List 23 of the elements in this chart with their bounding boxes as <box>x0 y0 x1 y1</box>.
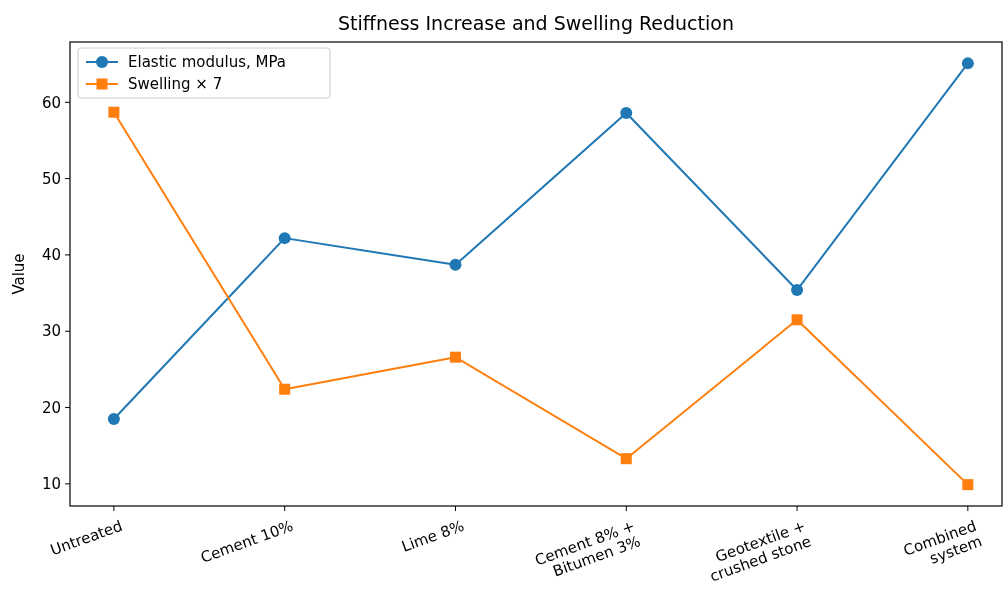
point <box>961 57 974 70</box>
legend-label: Swelling × 7 <box>128 75 223 94</box>
point <box>107 413 120 425</box>
y-tick-label: 60 <box>41 93 61 112</box>
point <box>791 284 804 297</box>
y-tick-label: 40 <box>41 246 61 265</box>
y-tick-label: 10 <box>41 475 61 494</box>
point <box>962 479 974 491</box>
point <box>278 232 291 245</box>
y-tick-label: 20 <box>41 398 61 417</box>
y-tick-label: 30 <box>41 322 61 341</box>
point <box>449 258 462 271</box>
point <box>279 383 291 395</box>
point <box>620 453 632 465</box>
chart-title: Stiffness Increase and Swelling Reduction <box>338 12 734 34</box>
legend-label: Elastic modulus, MPa <box>128 53 287 72</box>
y-tick-label: 50 <box>41 169 61 188</box>
x-tick-label: Lime 8% <box>399 516 467 556</box>
point <box>620 106 633 119</box>
point <box>108 106 120 118</box>
y-axis-title: Value <box>10 253 28 295</box>
point <box>449 351 461 363</box>
point <box>791 314 803 326</box>
